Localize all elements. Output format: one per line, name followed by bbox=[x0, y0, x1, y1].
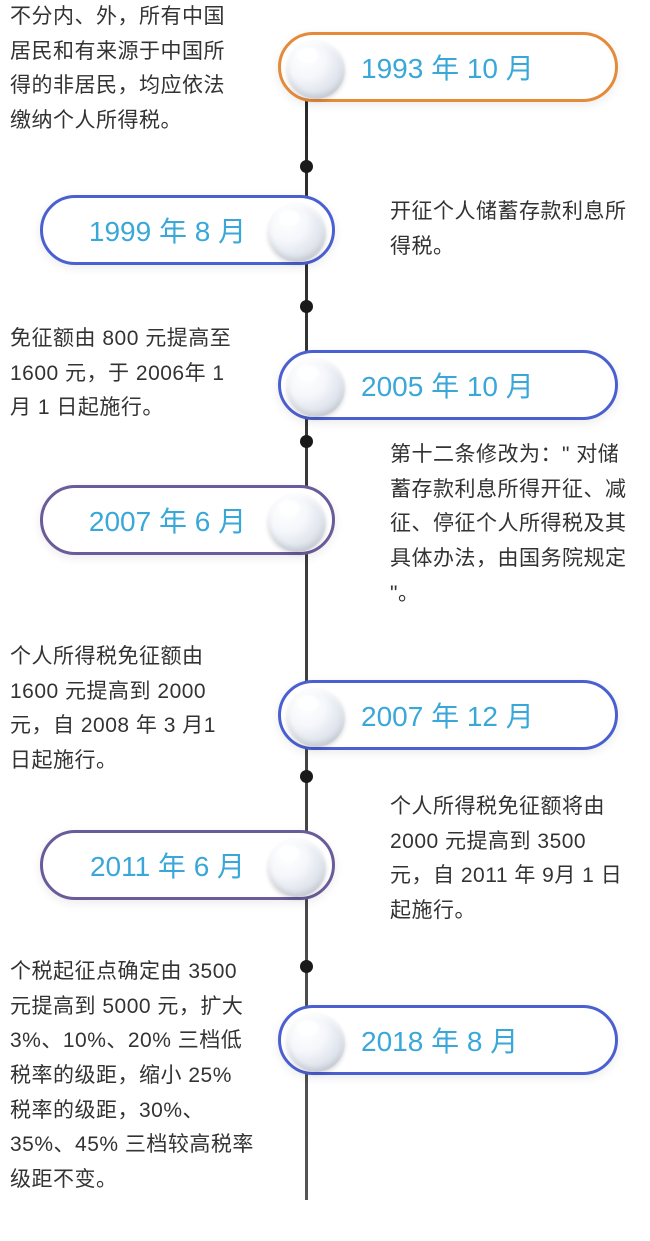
axis-dot bbox=[300, 300, 313, 313]
timeline-desc: 个人所得税免征额由 1600 元提高到 2000元，自 2008 年 3 月1 … bbox=[10, 640, 235, 779]
timeline-pill: 2007 年 6 月 bbox=[40, 485, 335, 555]
timeline-pill: 2011 年 6 月 bbox=[40, 830, 335, 900]
timeline-date-label: 2011 年 6 月 bbox=[90, 845, 245, 885]
timeline-date-label: 1999 年 8 月 bbox=[89, 210, 246, 250]
timeline-knob bbox=[268, 839, 326, 897]
timeline-date-label: 2018 年 8 月 bbox=[361, 1020, 518, 1060]
axis-dot bbox=[300, 435, 313, 448]
timeline-date-label: 1993 年 10 月 bbox=[361, 47, 534, 87]
timeline-desc: 免征额由 800 元提高至 1600 元，于 2006年 1 月 1 日起施行。 bbox=[10, 322, 235, 426]
timeline-desc: 开征个人储蓄存款利息所得税。 bbox=[390, 195, 635, 264]
timeline-date-label: 2005 年 10 月 bbox=[361, 365, 534, 405]
timeline-desc: 不分内、外，所有中国居民和有来源于中国所得的非居民，均应依法缴纳个人所得税。 bbox=[10, 0, 235, 139]
timeline-knob bbox=[268, 494, 326, 552]
timeline-date-label: 2007 年 6 月 bbox=[89, 500, 246, 540]
timeline-desc: 个税起征点确定由 3500 元提高到 5000 元，扩大 3%、10%、20% … bbox=[10, 955, 255, 1197]
timeline-knob bbox=[287, 1014, 345, 1072]
timeline-knob bbox=[287, 41, 345, 99]
axis-dot bbox=[300, 960, 313, 973]
axis-dot bbox=[300, 160, 313, 173]
timeline-knob bbox=[268, 204, 326, 262]
timeline-pill: 1999 年 8 月 bbox=[40, 195, 335, 265]
timeline-pill: 2007 年 12 月 bbox=[278, 680, 618, 750]
timeline-desc: 第十二条修改为：" 对储蓄存款利息所得开征、减征、停征个人所得税及其具体办法，由… bbox=[390, 438, 635, 611]
timeline-desc: 个人所得税免征额将由 2000 元提高到 3500 元，自 2011 年 9月 … bbox=[390, 790, 625, 929]
timeline-pill: 2005 年 10 月 bbox=[278, 350, 618, 420]
timeline-knob bbox=[287, 689, 345, 747]
axis-dot bbox=[300, 770, 313, 783]
timeline-pill: 1993 年 10 月 bbox=[278, 32, 618, 102]
timeline-pill: 2018 年 8 月 bbox=[278, 1005, 618, 1075]
timeline-date-label: 2007 年 12 月 bbox=[361, 695, 534, 735]
timeline-knob bbox=[287, 359, 345, 417]
